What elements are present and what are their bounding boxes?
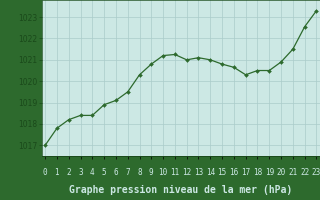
Text: 3: 3 [78, 168, 83, 177]
Text: 5: 5 [102, 168, 107, 177]
Text: 6: 6 [114, 168, 118, 177]
Text: 14: 14 [206, 168, 215, 177]
Text: Graphe pression niveau de la mer (hPa): Graphe pression niveau de la mer (hPa) [69, 185, 292, 195]
Text: 21: 21 [288, 168, 298, 177]
Text: 4: 4 [90, 168, 95, 177]
Text: 23: 23 [312, 168, 320, 177]
Text: 20: 20 [276, 168, 286, 177]
Text: 15: 15 [218, 168, 227, 177]
Text: 1: 1 [55, 168, 59, 177]
Text: 19: 19 [265, 168, 274, 177]
Text: 22: 22 [300, 168, 309, 177]
Text: 17: 17 [241, 168, 250, 177]
Text: 18: 18 [253, 168, 262, 177]
Text: 2: 2 [67, 168, 71, 177]
Text: 10: 10 [158, 168, 168, 177]
Text: 11: 11 [170, 168, 180, 177]
Text: 8: 8 [137, 168, 142, 177]
Text: 9: 9 [149, 168, 154, 177]
Text: 7: 7 [125, 168, 130, 177]
Text: 13: 13 [194, 168, 203, 177]
Text: 0: 0 [43, 168, 47, 177]
Text: 16: 16 [229, 168, 238, 177]
Text: 12: 12 [182, 168, 191, 177]
